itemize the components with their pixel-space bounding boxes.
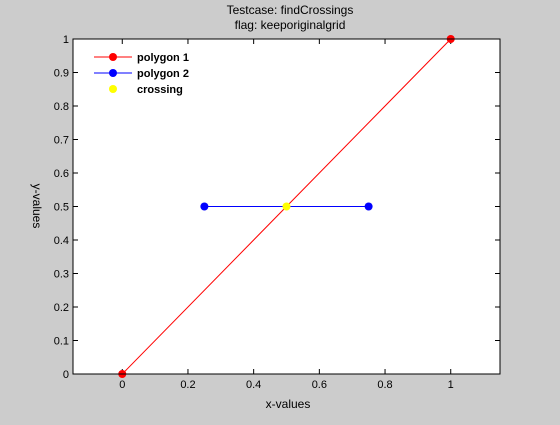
legend-marker-crossing: [109, 85, 117, 93]
x-tick-label: 0.8: [377, 379, 392, 391]
y-tick-label: 1: [63, 34, 69, 46]
chart-title-line1: Testcase: findCrossings: [227, 3, 354, 17]
x-tick-label: 0.4: [246, 379, 261, 391]
x-axis-label: x-values: [266, 397, 311, 411]
y-tick-label: 0.7: [54, 135, 69, 147]
legend-label-polygon-1: polygon 1: [137, 52, 189, 64]
x-tick-label: 0.6: [312, 379, 327, 391]
y-tick-label: 0.1: [54, 336, 69, 348]
legend-label-polygon-2: polygon 2: [137, 68, 189, 80]
axes-box: [72, 38, 501, 375]
x-tick-label: 0: [119, 379, 125, 391]
legend-label-crossing: crossing: [137, 84, 183, 96]
chart-title-line2: flag: keeporiginalgrid: [235, 18, 346, 32]
data-point-polygon-2: [200, 202, 209, 211]
y-tick-label: 0.8: [54, 101, 69, 113]
legend-marker-polygon-2: [109, 69, 117, 77]
y-tick-label: 0.3: [54, 269, 69, 281]
y-tick-label: 0.9: [54, 68, 69, 80]
x-tick-label: 0.2: [180, 379, 195, 391]
legend-marker-polygon-1: [109, 53, 117, 61]
x-tick-label: 1: [448, 379, 454, 391]
y-tick-label: 0.2: [54, 302, 69, 314]
legend: polygon 1 polygon 2 crossing: [94, 52, 189, 96]
y-tick-label: 0.4: [54, 235, 69, 247]
y-tick-label: 0.6: [54, 168, 69, 180]
y-axis-label: y-values: [30, 184, 44, 229]
data-point-crossing: [282, 202, 291, 211]
y-tick-label: 0.5: [54, 202, 69, 214]
y-tick-label: 0: [63, 369, 69, 381]
data-point-polygon-2: [364, 202, 373, 211]
